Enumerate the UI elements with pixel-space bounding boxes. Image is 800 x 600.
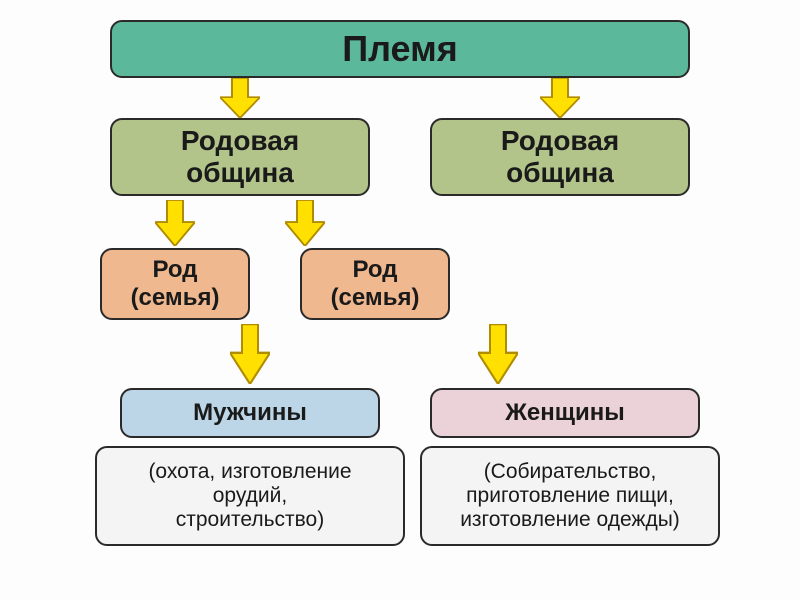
arrow-clan1-to-fam1 <box>155 200 195 246</box>
label-tribe: Племя <box>342 28 457 69</box>
node-clan-2: Родоваяобщина <box>430 118 690 196</box>
arrow-fam2-to-men <box>230 324 270 384</box>
label-men: Мужчины <box>193 399 307 427</box>
node-family-2: Род(семья) <box>300 248 450 320</box>
node-women: Женщины <box>430 388 700 438</box>
node-clan-1: Родоваяобщина <box>110 118 370 196</box>
node-family-1: Род(семья) <box>100 248 250 320</box>
arrow-clan1-to-fam2 <box>285 200 325 246</box>
label-clan-2: Родоваяобщина <box>501 125 619 189</box>
label-family-1: Род(семья) <box>131 256 220 311</box>
arrow-fam2-to-women <box>478 324 518 384</box>
node-tribe: Племя <box>110 20 690 78</box>
label-family-2: Род(семья) <box>331 256 420 311</box>
arrow-tribe-to-clan1 <box>220 78 260 118</box>
node-women-desc: (Собирательство,приготовление пищи,изгот… <box>420 446 720 546</box>
arrow-tribe-to-clan2 <box>540 78 580 118</box>
node-men-desc: (охота, изготовлениеорудий,строительство… <box>95 446 405 546</box>
label-women-desc: (Собирательство,приготовление пищи,изгот… <box>460 460 680 532</box>
label-men-desc: (охота, изготовлениеорудий,строительство… <box>148 460 351 532</box>
label-women: Женщины <box>505 399 625 427</box>
label-clan-1: Родоваяобщина <box>181 125 299 189</box>
node-men: Мужчины <box>120 388 380 438</box>
